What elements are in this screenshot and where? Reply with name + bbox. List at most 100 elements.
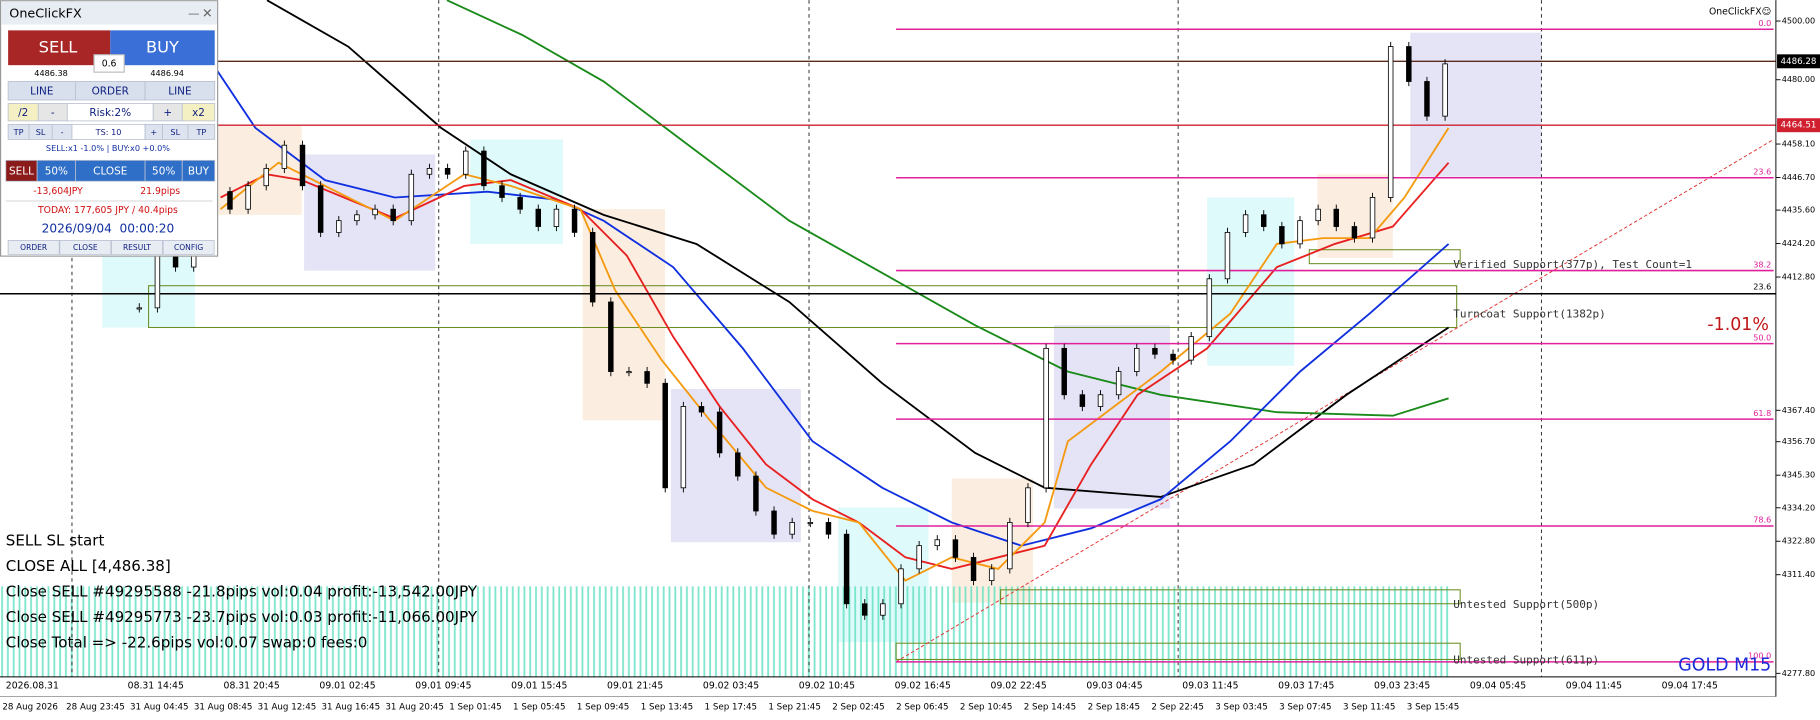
candle: [898, 568, 904, 605]
zone: [1410, 32, 1542, 177]
candle: [1442, 63, 1448, 117]
support-label: Verified Support(377p), Test Count=1: [1453, 258, 1692, 271]
symbol: GOLD M15: [1678, 655, 1771, 675]
candle: [698, 406, 705, 413]
candle: [571, 208, 578, 233]
candle: [1242, 214, 1249, 233]
support-box: [1308, 249, 1461, 265]
candle: [626, 371, 632, 374]
time-label-local: 28 Aug 23:45: [66, 703, 125, 713]
candle: [735, 452, 741, 477]
fib-label: 61.8: [1753, 408, 1771, 418]
candle: [843, 533, 850, 605]
y-tick-label: 4458.10: [1782, 139, 1816, 149]
candle: [1188, 336, 1194, 361]
candle: [1369, 197, 1376, 239]
close-window[interactable]: ✕: [202, 7, 213, 22]
time-label-local: 2 Sep 10:45: [960, 703, 1012, 713]
time-label-local: 31 Aug 12:45: [258, 703, 317, 713]
support-boxes: [148, 249, 1461, 660]
panel-button[interactable]: [144, 81, 216, 101]
price-box-label: 4464.51: [1781, 121, 1817, 131]
buy-label: BUY: [146, 37, 179, 56]
panel-button-label: +: [150, 127, 157, 137]
panel-button-label: CONFIG: [174, 243, 203, 252]
y-tick-label: 4435.60: [1782, 205, 1816, 215]
pips: 21.9pips: [140, 186, 180, 197]
time-label: 09.03 23:45: [1374, 681, 1430, 692]
time-label: 09.01 09:45: [415, 681, 471, 692]
y-tick-label: 4311.40: [1782, 569, 1816, 579]
time-label-local: 31 Aug 04:45: [130, 703, 189, 713]
panel-button-label: CLOSE: [73, 243, 98, 252]
panel-title: OneClickFX: [9, 7, 82, 22]
candle: [1043, 347, 1049, 489]
time-label: 09.04 05:45: [1470, 681, 1526, 692]
sell-button[interactable]: [8, 30, 111, 66]
fib-label: 23.6: [1753, 166, 1771, 176]
candle: [789, 522, 795, 535]
candle: [807, 522, 814, 525]
candle: [753, 475, 759, 512]
time-label-local: 3 Sep 11:45: [1343, 703, 1395, 713]
time-label: 09.02 22:45: [991, 681, 1047, 692]
candle: [771, 510, 777, 535]
time-label-local: 31 Aug 16:45: [322, 703, 381, 713]
time-label-local: 1 Sep 21:45: [768, 703, 820, 713]
panel-button[interactable]: [7, 240, 60, 255]
panel-button[interactable]: [181, 159, 216, 182]
support-label: Untested Support(500p): [1453, 598, 1599, 611]
panel-button[interactable]: [162, 240, 215, 255]
panel-button-label: -: [51, 107, 55, 119]
today: TODAY: 177,605 JPY / 40.4pips: [37, 205, 178, 216]
log-line: Close SELL #49295588 -21.8pips vol:0.04 …: [6, 583, 478, 601]
panel-titlebar: [1, 1, 218, 25]
time-label: 09.01 21:45: [607, 681, 663, 692]
candle: [1025, 487, 1031, 523]
candle: [934, 539, 941, 547]
price-box-label: 4486.28: [1781, 57, 1817, 67]
buy-button[interactable]: [110, 30, 215, 66]
panel-button-label: SL: [170, 127, 180, 137]
time-label: 09.02 10:45: [799, 681, 855, 692]
panel-button[interactable]: [59, 240, 112, 255]
time-label: 09.04 17:45: [1662, 681, 1718, 692]
lot-box[interactable]: [93, 54, 125, 73]
fib-label: 38.2: [1753, 259, 1771, 269]
status: SELL:x1 -1.0% | BUY:x0 +0.0%: [46, 143, 170, 153]
sell-label: SELL: [39, 37, 78, 56]
candle: [1115, 371, 1122, 396]
support-box: [148, 285, 1458, 329]
profit-loss: -13,604JPY: [33, 186, 83, 197]
log: SELL SL start CLOSE ALL [4,486.38] Close S…: [6, 532, 478, 652]
panel-button[interactable]: [181, 103, 216, 122]
candle: [662, 382, 668, 489]
log-line: SELL SL start: [6, 532, 105, 550]
panel-button-label: Risk:2%: [89, 107, 131, 119]
candle: [1387, 46, 1394, 198]
candle: [1097, 394, 1104, 407]
time-label: 09.03 17:45: [1278, 681, 1334, 692]
panel-button[interactable]: [111, 240, 163, 255]
candle: [154, 249, 161, 309]
panel-button-label: BUY: [188, 165, 210, 177]
fib-label: 78.6: [1753, 515, 1771, 525]
candle: [1297, 220, 1303, 245]
time-label-local: 1 Sep 17:45: [705, 703, 757, 713]
candle: [1206, 278, 1213, 338]
candle: [1261, 214, 1267, 227]
candle: [426, 167, 433, 175]
candle: [680, 406, 687, 489]
minimize[interactable]: —: [188, 7, 200, 21]
time-label: 2026.08.31: [6, 681, 59, 692]
panel-button[interactable]: [187, 123, 216, 140]
plot: 0.0 23.6 38.2 50.0 61.8 78.6 100.0 23.6 Verified…: [0, 18, 1776, 667]
candle: [1134, 347, 1140, 372]
candle: [227, 191, 233, 210]
time-label: 08.31 14:45: [128, 681, 184, 692]
candle: [1279, 226, 1285, 245]
y-tick-label: 4334.20: [1782, 502, 1816, 512]
y-tick-label: 4480.00: [1782, 74, 1816, 84]
time-label: 09.02 03:45: [703, 681, 759, 692]
moving-averages: [208, 0, 1450, 582]
